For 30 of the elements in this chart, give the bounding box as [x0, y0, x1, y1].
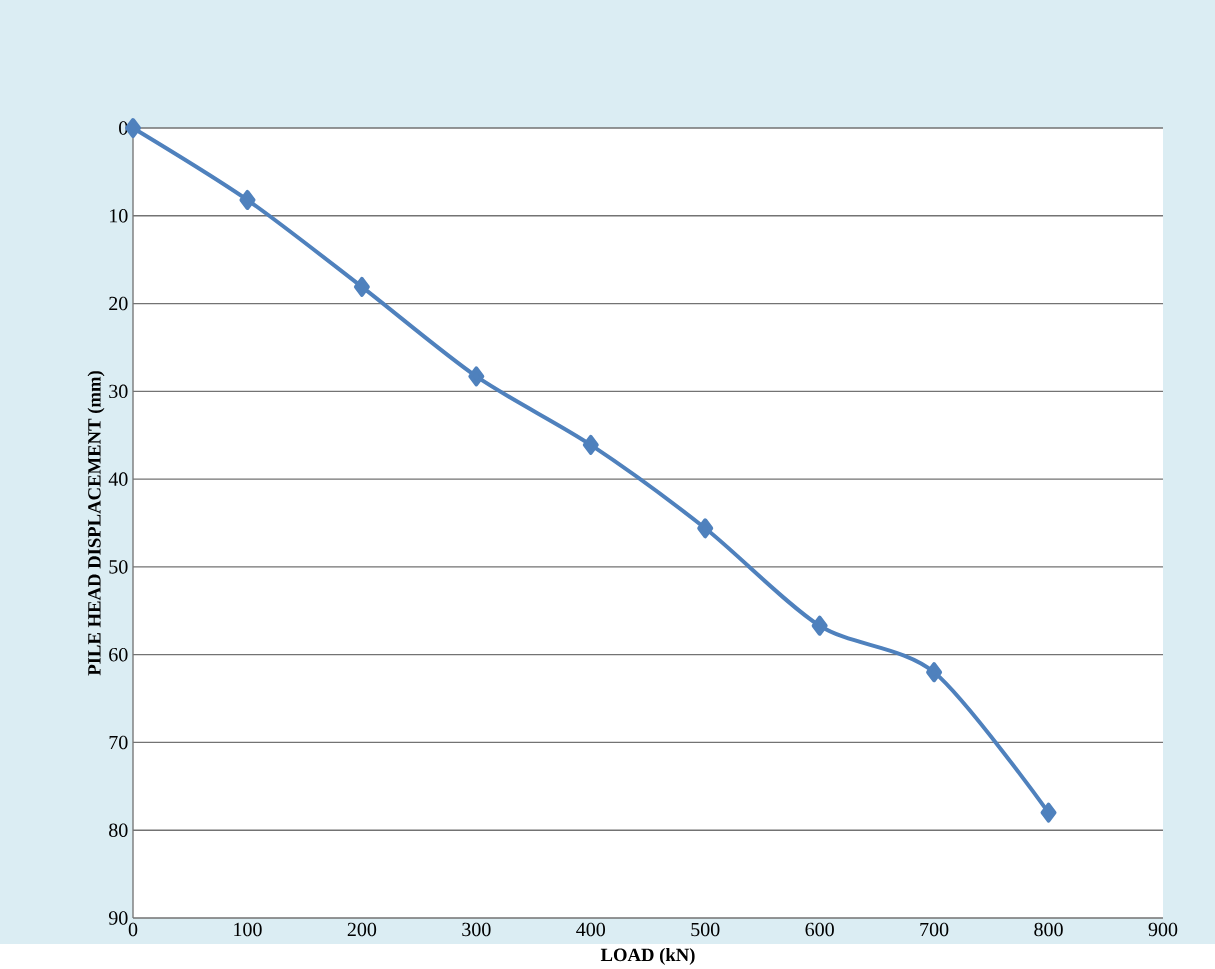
y-tick-label: 90 — [108, 911, 128, 925]
x-tick-label: 500 — [691, 922, 720, 936]
point — [582, 434, 599, 455]
point — [353, 276, 370, 297]
x-tick-label: 700 — [920, 922, 949, 936]
y-tick-label: 30 — [109, 384, 128, 398]
point — [239, 189, 256, 210]
y-tick-label: 40 — [108, 472, 128, 486]
y-tick-label: 50 — [109, 559, 128, 574]
point — [468, 366, 485, 387]
y-axis-title: PILE HEAD DISPLACEMENT (mm) — [87, 370, 105, 676]
x-tick-label: 100 — [234, 922, 262, 936]
x-tick-label: 0 — [128, 922, 138, 936]
y-tick-label: 10 — [110, 208, 128, 223]
point — [1040, 802, 1057, 823]
x-tick-label: 400 — [576, 922, 606, 936]
y-tick-label: 60 — [109, 647, 128, 662]
y-tick-label: 20 — [109, 296, 128, 311]
point — [125, 117, 142, 138]
x-tick-label: 900 — [1148, 922, 1178, 936]
x-tick-label: 600 — [805, 922, 834, 936]
y-tick-label: 80 — [109, 823, 128, 837]
y-tick-label: 70 — [109, 735, 128, 749]
x-tick-label: 200 — [347, 922, 377, 936]
x-tick-label: 300 — [462, 922, 491, 936]
point — [697, 518, 714, 539]
point — [811, 615, 828, 636]
x-axis-title: LOAD (kN) — [600, 947, 695, 965]
x-tick-label: 800 — [1034, 922, 1063, 936]
point — [926, 662, 943, 683]
